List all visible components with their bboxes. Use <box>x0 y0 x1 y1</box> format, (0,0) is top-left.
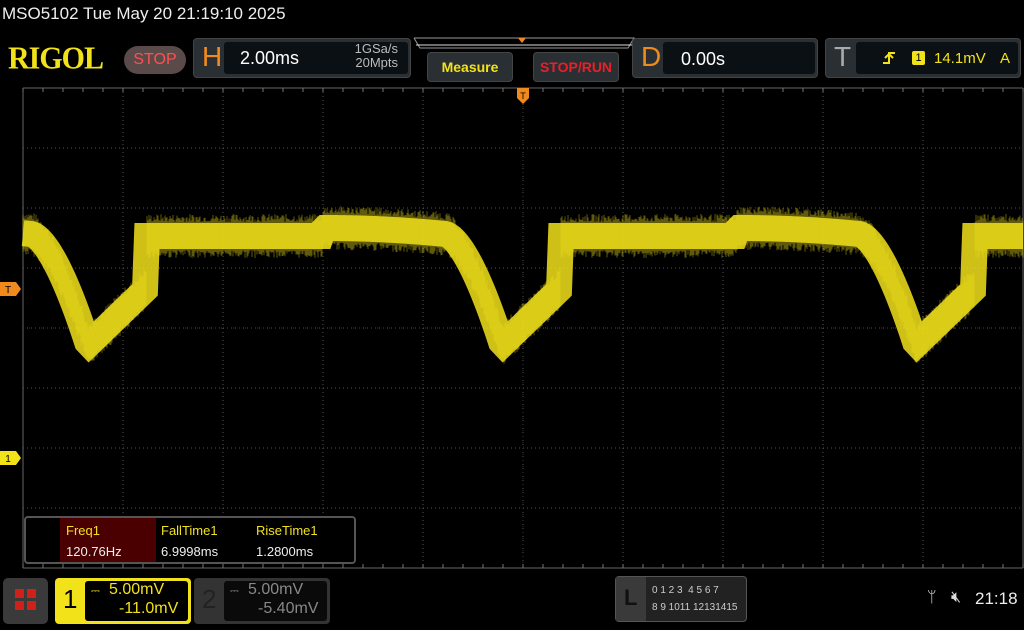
sample-rate: 1GSa/s 20Mpts <box>330 42 398 70</box>
logic-panel[interactable]: L 0 1 2 3 4 5 6 7 8 9 1011 12131415 <box>615 576 747 622</box>
trigger-position-marker <box>517 88 529 104</box>
status-clock: 21:18 <box>975 589 1018 608</box>
trigger-level: 14.1mV <box>934 50 986 67</box>
delay-letter: D <box>641 41 662 72</box>
logic-letter: L <box>624 585 638 610</box>
stop-run-button[interactable]: STOP/RUN <box>533 52 619 82</box>
rising-edge-icon <box>883 52 895 64</box>
channel1-offset: -11.0mV <box>119 600 179 617</box>
usb-icon: ᛘ <box>927 589 937 606</box>
trigger-panel[interactable]: T 1 14.1mV A <box>825 38 1021 78</box>
measurement-value: 120.76Hz <box>66 544 122 559</box>
run-state-badge[interactable]: STOP <box>124 46 186 74</box>
channel1-number: 1 <box>63 584 78 614</box>
measurement-panel[interactable]: Freq1 120.76Hz FallTime1 6.9998ms RiseTi… <box>24 516 356 564</box>
rigol-logo: RIGOL <box>8 41 104 76</box>
dc-coupling-icon: ⎓ <box>91 585 100 597</box>
delay-value: 0.00s <box>681 49 726 69</box>
channel1-trace <box>21 206 1024 364</box>
horizontal-letter: H <box>202 41 223 72</box>
delay-panel[interactable]: D 0.00s <box>632 38 818 78</box>
channel2-panel[interactable]: 2 ⎓ 5.00mV -5.40mV <box>194 578 330 624</box>
channel2-scale: 5.00mV <box>248 581 304 598</box>
trace-noise <box>22 206 1024 364</box>
timebase-value: 2.00ms <box>240 48 300 68</box>
channel2-number: 2 <box>202 584 217 614</box>
logic-channels-row2: 8 9 1011 12131415 <box>652 602 738 613</box>
channel1-offset-marker <box>0 451 21 465</box>
trigger-source-badge: 1 <box>912 51 925 65</box>
trigger-position-label: T <box>520 91 526 101</box>
grid-menu-icon <box>15 589 36 610</box>
logic-channels-row1: 0 1 2 3 4 5 6 7 <box>652 585 719 596</box>
channel2-offset: -5.40mV <box>258 600 319 617</box>
measurement-label: FallTime1 <box>161 523 218 538</box>
menu-button[interactable] <box>3 578 48 624</box>
trigger-letter: T <box>834 41 852 72</box>
trigger-level-label: T <box>5 285 11 296</box>
horizontal-panel[interactable]: H <box>193 38 411 78</box>
trigger-mode: A <box>1000 50 1011 67</box>
waveform-overview[interactable] <box>412 36 636 50</box>
dc-coupling-icon: ⎓ <box>230 585 239 597</box>
channel1-scale: 5.00mV <box>109 581 165 598</box>
trigger-level-marker <box>0 282 21 296</box>
channel1-offset-label: 1 <box>5 454 11 465</box>
measurement-label: RiseTime1 <box>256 523 318 538</box>
measurement-value: 6.9998ms <box>161 544 219 559</box>
measurement-label: Freq1 <box>66 523 100 538</box>
sample-rate-value: 1GSa/s <box>354 41 398 56</box>
window-title: MSO5102 Tue May 20 21:19:10 2025 <box>2 4 286 23</box>
channel1-panel[interactable]: 1 ⎓ 5.00mV -11.0mV <box>55 578 191 624</box>
memory-depth: 20Mpts <box>355 55 398 70</box>
measurement-value: 1.2800ms <box>256 544 314 559</box>
mute-icon[interactable]: 🔇︎ <box>951 589 962 606</box>
measure-button[interactable]: Measure <box>427 52 513 82</box>
